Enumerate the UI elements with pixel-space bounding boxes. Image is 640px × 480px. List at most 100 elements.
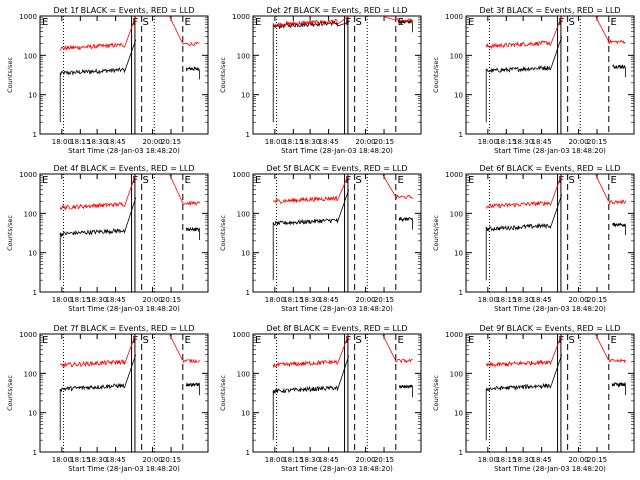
x-tick-label: 20:00 [355, 138, 375, 146]
events-curve [272, 189, 350, 281]
x-tick-label: 18:15 [283, 296, 303, 304]
x-tick-label: 18:15 [70, 138, 90, 146]
marker-label: E [184, 175, 190, 186]
x-tick-label: 18:15 [496, 296, 516, 304]
x-axis-label: Start Time (28-Jan-03 18:48:20) [68, 305, 180, 313]
lld-curve [272, 15, 350, 28]
x-tick-label: 20:15 [587, 296, 607, 304]
marker-label: E [610, 17, 616, 28]
marker-label-left: E [468, 17, 474, 28]
marker-label: F [558, 175, 564, 186]
marker-label: S [568, 17, 574, 28]
y-tick-label: 10 [454, 250, 463, 258]
y-tick-label: 1 [459, 449, 463, 457]
lld-curve-post [382, 173, 413, 200]
panel-title: Det 5f BLACK = Events, RED = LLD [266, 164, 407, 173]
events-curve [59, 354, 137, 441]
y-tick-label: 1000 [19, 13, 37, 21]
events-curve-post [612, 64, 626, 78]
marker-label: F [558, 335, 564, 346]
x-tick-label: 18:15 [70, 456, 90, 464]
marker-label-left: E [255, 17, 261, 28]
y-tick-label: 1000 [232, 13, 250, 21]
x-axis-label: Start Time (28-Jan-03 18:48:20) [68, 147, 180, 155]
marker-label-left: E [255, 335, 261, 346]
y-tick-label: 1000 [445, 13, 463, 21]
plot-frame [39, 15, 209, 135]
events-curve-post [185, 226, 200, 241]
y-tick-label: 100 [237, 52, 250, 60]
lld-curve-post [382, 15, 413, 24]
x-tick-label: 20:15 [161, 456, 181, 464]
x-axis-label: Start Time (28-Jan-03 18:48:20) [281, 147, 393, 155]
plot-frame [252, 333, 422, 453]
lld-curve-post [169, 15, 200, 47]
y-tick-label: 100 [237, 210, 250, 218]
y-tick-label: 1 [246, 449, 250, 457]
y-tick-label: 100 [237, 370, 250, 378]
plot-frame [252, 15, 422, 135]
marker-label: E [184, 17, 190, 28]
x-tick-label: 18:30 [513, 138, 533, 146]
plot-frame [39, 173, 209, 293]
lld-curve [485, 333, 563, 369]
lld-curve-post [595, 15, 626, 45]
panel-title: Det 7f BLACK = Events, RED = LLD [53, 324, 194, 333]
events-curve-post [611, 222, 626, 236]
x-tick-label: 20:15 [374, 296, 394, 304]
marker-label: E [397, 175, 403, 186]
events-curve [485, 354, 563, 441]
marker-label: F [132, 175, 138, 186]
marker-label: S [355, 17, 361, 28]
events-curve [485, 194, 563, 281]
events-curve [272, 355, 350, 441]
lld-curve [59, 173, 137, 211]
marker-label: F [558, 17, 564, 28]
marker-label: F [132, 335, 138, 346]
x-tick-label: 18:00 [478, 456, 498, 464]
detector-panel-3: Det 3f BLACK = Events, RED = LLD Counts/s… [432, 6, 635, 155]
x-tick-label: 18:45 [319, 456, 339, 464]
y-tick-label: 10 [28, 410, 37, 418]
y-tick-label: 1 [459, 289, 463, 297]
x-tick-label: 18:30 [513, 456, 533, 464]
x-tick-label: 18:00 [265, 456, 285, 464]
y-tick-label: 10 [241, 92, 250, 100]
events-curve-post [185, 382, 200, 396]
x-tick-label: 18:15 [496, 456, 516, 464]
events-curve [59, 197, 137, 281]
x-tick-label: 20:15 [161, 296, 181, 304]
marker-label-left: E [468, 335, 474, 346]
x-axis-label: Start Time (28-Jan-03 18:48:20) [494, 305, 606, 313]
y-tick-label: 100 [450, 52, 463, 60]
x-tick-label: 20:00 [355, 456, 375, 464]
y-axis-label: Counts/sec [432, 375, 440, 411]
lld-curve [60, 333, 137, 369]
y-tick-label: 1000 [19, 331, 37, 339]
x-tick-label: 20:00 [142, 296, 162, 304]
y-axis-label: Counts/sec [219, 215, 227, 251]
lld-curve [272, 333, 350, 368]
x-tick-label: 18:30 [87, 456, 107, 464]
events-curve-post [398, 216, 413, 230]
x-tick-label: 20:15 [374, 456, 394, 464]
x-tick-label: 18:00 [478, 296, 498, 304]
y-axis-label: Counts/sec [219, 57, 227, 93]
x-tick-label: 18:30 [300, 138, 320, 146]
y-tick-label: 100 [24, 210, 37, 218]
x-tick-label: 18:45 [319, 138, 339, 146]
y-tick-label: 10 [28, 92, 37, 100]
x-tick-label: 18:30 [513, 296, 533, 304]
plot-frame [39, 333, 209, 453]
y-axis-label: Counts/sec [432, 57, 440, 93]
y-tick-label: 10 [454, 410, 463, 418]
lld-curve [485, 173, 563, 209]
y-tick-label: 100 [24, 370, 37, 378]
events-curve [59, 39, 137, 123]
plot-frame [252, 173, 422, 293]
events-curve [485, 36, 563, 123]
plot-frame [465, 333, 635, 453]
y-tick-label: 1 [459, 131, 463, 139]
panel-title: Det 3f BLACK = Events, RED = LLD [479, 6, 620, 15]
